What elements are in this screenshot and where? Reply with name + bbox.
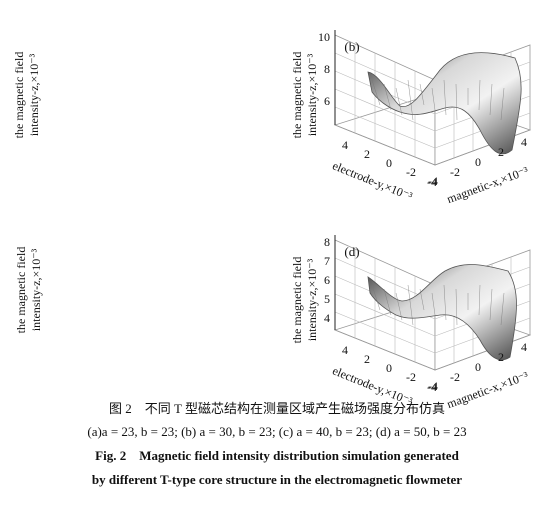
- surface-mesh: [455, 288, 458, 326]
- surface-mesh: [371, 79, 381, 106]
- x-tick-label: 0: [475, 360, 481, 374]
- z-tick-label: 6: [324, 94, 330, 108]
- x-tick-label: 2: [498, 145, 504, 159]
- y-axis-label: electrode-y,×10⁻³: [330, 158, 414, 203]
- z-axis-label: intensity-z,×10⁻³: [29, 248, 43, 331]
- z-axis-label: the magnetic field: [290, 52, 304, 139]
- z-tick-label: 8: [324, 62, 330, 76]
- caption-cn-params: (a)a = 23, b = 23; (b) a = 30, b = 23; (…: [87, 424, 466, 439]
- caption-en-line: Fig. 2 Magnetic field intensity distribu…: [95, 448, 459, 463]
- panel-tag: (b): [344, 39, 359, 54]
- z-axis-label: the magnetic field: [290, 257, 304, 344]
- surface-mesh: [419, 83, 425, 106]
- z-axis-label: the magnetic field: [14, 247, 28, 334]
- z-axis-label: intensity-z,×10⁻³: [305, 53, 319, 136]
- surface-mesh: [500, 292, 505, 326]
- y-tick-label: -2: [406, 370, 416, 384]
- surface-mesh: [500, 87, 505, 121]
- surface-mesh: [395, 292, 403, 321]
- surface-mesh: [371, 284, 381, 311]
- z-tick-label: 6: [324, 273, 330, 287]
- x-tick-label: 2: [498, 350, 504, 364]
- surface: [367, 52, 522, 155]
- y-tick-label: 0: [386, 361, 392, 375]
- surface-mesh: [431, 87, 436, 111]
- x-tick-label: -2: [450, 165, 460, 179]
- x-tick-label: 4: [521, 340, 527, 354]
- caption-en-line: by different T-type core structure in th…: [92, 472, 462, 487]
- z-tick-label: 5: [324, 292, 330, 306]
- surface-mesh: [443, 79, 447, 116]
- surface-mesh: [455, 83, 458, 121]
- x-tick-label: 4: [521, 135, 527, 149]
- wall-grid: [334, 311, 436, 354]
- surface-mesh: [478, 284, 481, 316]
- z-axis-label: intensity-z,×10⁻³: [27, 53, 41, 136]
- surface-mesh: [407, 79, 414, 121]
- plot-3d: [333, 30, 532, 166]
- z-axis-label: the magnetic field: [12, 52, 26, 139]
- wall-grid: [334, 52, 436, 98]
- surface-mesh: [431, 292, 436, 316]
- y-tick-label: -4: [428, 379, 438, 393]
- z-tick-label: 10: [318, 30, 330, 44]
- surface: [367, 264, 517, 361]
- y-tick-label: 2: [364, 147, 370, 161]
- y-tick-label: -2: [406, 165, 416, 179]
- y-tick-label: -4: [428, 174, 438, 188]
- surface-mesh: [489, 83, 493, 116]
- wall-grid: [334, 88, 436, 132]
- y-tick-label: 4: [342, 138, 348, 152]
- caption-cn-title: 图 2 不同 T 型磁芯结构在测量区域产生磁场强度分布仿真: [109, 401, 445, 416]
- surface-mesh: [383, 83, 392, 111]
- z-axis-label: intensity-z,×10⁻³: [305, 258, 319, 341]
- surface-mesh: [489, 288, 493, 321]
- z-tick-label: 4: [324, 311, 330, 325]
- y-tick-label: 0: [386, 156, 392, 170]
- panel-tag: (d): [344, 244, 359, 259]
- x-tick-label: -4: [427, 380, 437, 394]
- wall-grid: [334, 106, 436, 149]
- wall-grid: [334, 293, 436, 337]
- surface-mesh: [395, 87, 403, 116]
- surface-mesh: [407, 284, 414, 326]
- x-tick-label: -2: [450, 370, 460, 384]
- x-tick-label: 0: [475, 155, 481, 169]
- z-tick-label: 8: [324, 235, 330, 249]
- surface-mesh: [478, 79, 481, 111]
- surface-mesh: [419, 288, 425, 311]
- surface-mesh: [383, 288, 392, 316]
- surface-mesh: [443, 284, 447, 321]
- z-tick-label: 7: [324, 254, 330, 268]
- plot-3d: [333, 235, 532, 371]
- y-tick-label: 2: [364, 352, 370, 366]
- x-tick-label: -4: [427, 175, 437, 189]
- y-tick-label: 4: [342, 343, 348, 357]
